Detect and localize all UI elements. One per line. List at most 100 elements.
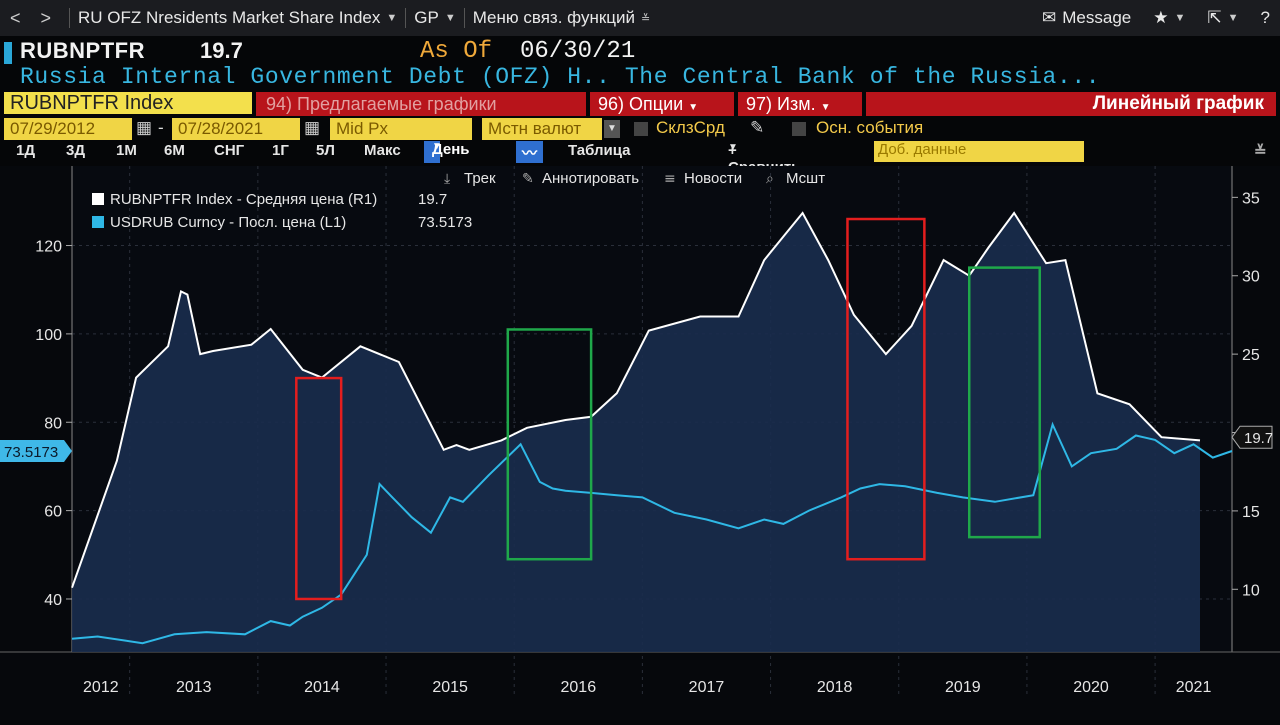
- caret-down-icon: ▼: [1174, 12, 1186, 24]
- options-menu[interactable]: 96) Опции ▼: [590, 92, 734, 116]
- message-label: Message: [1062, 8, 1132, 27]
- end-date-input[interactable]: 07/28/2021: [172, 118, 300, 140]
- divider: [69, 8, 71, 28]
- period-ytd[interactable]: СНГ: [214, 142, 245, 159]
- right-last-value: 19.7: [1244, 430, 1273, 447]
- red-highlight-box: [295, 376, 343, 601]
- caret-down-icon: ▼: [688, 102, 699, 113]
- chart-area: ⤓ Трек ✎ Аннотировать ≡ Новости ⌕ Мсшт 40 60 80 100…: [0, 166, 1280, 720]
- news-button[interactable]: Новости: [684, 170, 742, 187]
- legend-label: USDRUB Curncy - Посл. цена (L1): [110, 214, 346, 231]
- edit-menu[interactable]: 97) Изм. ▼: [738, 92, 862, 116]
- period-1d[interactable]: 1Д: [16, 142, 36, 159]
- caret-down-icon[interactable]: ▼: [604, 120, 620, 138]
- topbar-right: ✉ Message ★ ▼ ⇱ ▼ ?: [1042, 0, 1270, 36]
- price-field-input[interactable]: Mid Px: [330, 118, 472, 140]
- forward-icon[interactable]: >: [40, 7, 52, 28]
- right-tick-label: 35: [1242, 190, 1260, 207]
- caret-down-icon: ▼: [1227, 12, 1239, 24]
- x-tick-label: 2013: [176, 679, 212, 696]
- function-dropdown[interactable]: GP ▼: [414, 8, 455, 28]
- message-button[interactable]: ✉ Message: [1042, 8, 1131, 28]
- right-tick-label: 25: [1242, 347, 1260, 364]
- export-button[interactable]: ⇱ ▼: [1207, 8, 1238, 28]
- add-data-input[interactable]: Доб. данные: [874, 141, 1084, 162]
- period-6m[interactable]: 6М: [164, 142, 185, 159]
- period-3d[interactable]: 3Д: [66, 142, 86, 159]
- ticker-marker: [4, 42, 12, 64]
- collapse-icon[interactable]: ≚: [1254, 143, 1267, 160]
- divider: [463, 8, 465, 28]
- news-icon: ≡: [664, 171, 676, 187]
- x-tick-label: 2021: [1176, 679, 1212, 696]
- suggested-charts-button[interactable]: 94) Предлагаемые графики: [256, 92, 586, 116]
- back-icon[interactable]: <: [10, 7, 21, 28]
- frequency-dropdown[interactable]: День ▼: [424, 141, 470, 163]
- currency-select[interactable]: Мстн валют: [482, 118, 602, 140]
- period-1m[interactable]: 1М: [116, 142, 137, 159]
- calendar-icon[interactable]: ▦: [304, 118, 321, 137]
- spread-checkbox[interactable]: [634, 122, 648, 136]
- events-checkbox[interactable]: [792, 122, 806, 136]
- caret-down-icon: ▼: [386, 12, 398, 24]
- date-separator: -: [158, 118, 164, 137]
- security-input[interactable]: RUBNPTFR Index: [4, 92, 252, 114]
- green-highlight-box: [967, 266, 1041, 539]
- legend-swatch: [92, 193, 104, 205]
- as-of-label: As Of: [420, 38, 493, 65]
- period-5y[interactable]: 5Л: [316, 142, 335, 159]
- help-icon[interactable]: ?: [1260, 8, 1270, 27]
- top-bar: < > RU OFZ Nresidents Market Share Index…: [0, 0, 1280, 36]
- zoom-button[interactable]: Мсшт: [786, 170, 825, 187]
- x-tick-label: 2012: [83, 679, 119, 696]
- left-tick-label: 100: [35, 327, 62, 344]
- green-highlight-box: [506, 328, 593, 561]
- events-label: Осн. события: [816, 118, 924, 137]
- period-max[interactable]: Макс: [364, 142, 401, 159]
- usdrub-series-line: [71, 421, 1233, 645]
- pencil-icon[interactable]: ✎: [750, 118, 765, 137]
- track-button[interactable]: Трек: [464, 170, 496, 187]
- track-icon: ⤓: [444, 171, 450, 187]
- options-label: 96) Опции: [598, 94, 684, 114]
- left-last-value-tag: [0, 439, 72, 462]
- left-tick-label: 120: [35, 239, 62, 256]
- spread-label: СклзСрд: [656, 118, 725, 137]
- export-icon: ⇱: [1207, 8, 1222, 27]
- caret-down-icon: ▼: [444, 12, 456, 24]
- x-tick-label: 2017: [689, 679, 725, 696]
- calendar-icon[interactable]: ▦: [136, 118, 153, 137]
- x-tick-label: 2016: [561, 679, 597, 696]
- left-last-value: 73.5173: [4, 444, 58, 461]
- favorite-button[interactable]: ★ ▼: [1153, 8, 1185, 28]
- chart-type-menu[interactable]: Линейный график: [866, 92, 1276, 116]
- edit-label: 97) Изм.: [746, 94, 816, 114]
- price-chart[interactable]: ⤓ Трек ✎ Аннотировать ≡ Новости ⌕ Мсшт 40 60 80 100…: [0, 166, 1280, 720]
- envelope-icon: ✉: [1042, 8, 1057, 27]
- annotate-button[interactable]: Аннотировать: [542, 170, 639, 187]
- left-tick-label: 80: [44, 415, 62, 432]
- settings-bar: 07/29/2012 ▦ - 07/28/2021 ▦ Mid Px Мстн …: [0, 118, 1280, 140]
- divider: [405, 8, 407, 28]
- start-date-input[interactable]: 07/29/2012: [4, 118, 132, 140]
- legend-swatch: [92, 216, 104, 228]
- line-chart-icon[interactable]: 〰: [516, 141, 544, 163]
- red-highlight-box: [846, 217, 926, 561]
- x-tick-label: 2019: [945, 679, 981, 696]
- right-tick-label: 15: [1242, 504, 1260, 521]
- function-label: GP: [414, 8, 439, 27]
- zoom-icon: ⌕: [766, 171, 774, 187]
- command-bar: RUBNPTFR Index 94) Предлагаемые графики …: [0, 92, 1280, 116]
- related-functions-menu[interactable]: Меню связ. функций ≚: [473, 8, 651, 28]
- left-tick-label: 40: [44, 592, 62, 609]
- table-button[interactable]: Таблица: [568, 142, 631, 159]
- last-price: 19.7: [200, 38, 243, 63]
- security-header: RUBNPTFR 19.7 As Of 06/30/21: [0, 38, 1280, 66]
- security-title-dropdown[interactable]: RU OFZ Nresidents Market Share Index ▼: [78, 8, 397, 28]
- caret-down-icon: ▼: [728, 142, 738, 153]
- right-tick-label: 10: [1242, 582, 1260, 599]
- double-chevron-down-icon: ≚: [641, 12, 651, 25]
- ticker: RUBNPTFR: [20, 38, 145, 63]
- caret-down-icon: ▼: [432, 141, 442, 152]
- period-1y[interactable]: 1Г: [272, 142, 289, 159]
